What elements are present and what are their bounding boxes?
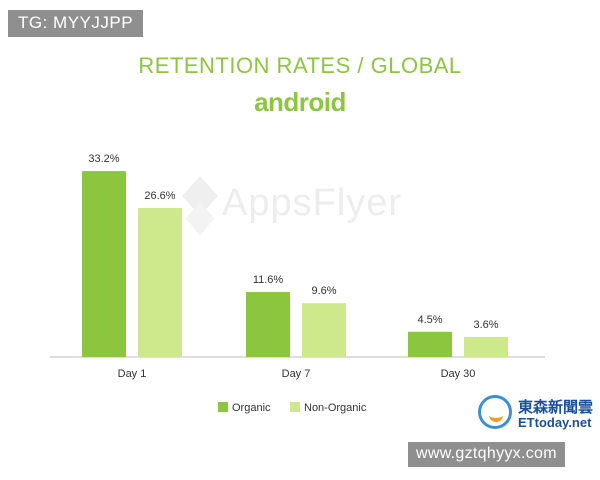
telegram-tag-badge: TG: MYYJJPP (8, 10, 144, 37)
bar-non-organic-day-7 (302, 303, 346, 357)
bar-non-organic-day-30 (464, 336, 508, 357)
ettoday-logo: 東森新聞雲 ETtoday.net (478, 393, 594, 437)
data-label: 9.6% (311, 285, 336, 297)
chart-subtitle: android (254, 87, 346, 117)
data-label: 33.2% (88, 153, 119, 165)
x-tick-label: Day 7 (282, 368, 311, 380)
data-label: 3.6% (473, 319, 498, 331)
bar-non-organic-day-1 (138, 208, 182, 357)
ettoday-logo-icon (478, 395, 512, 429)
legend-label: Non-Organic (304, 402, 367, 414)
legend-label: Organic (232, 402, 271, 414)
bar-organic-day-7 (246, 292, 290, 357)
bar-organic-day-1 (82, 171, 126, 357)
chart-title: RETENTION RATES / GLOBAL (138, 53, 462, 78)
website-url-badge: www.gztqhyyx.com (408, 442, 565, 467)
data-label: 11.6% (253, 274, 284, 286)
legend-swatch-organic (218, 402, 228, 412)
x-tick-label: Day 1 (118, 368, 147, 380)
legend-swatch-non-organic (290, 402, 300, 412)
data-label: 4.5% (417, 314, 442, 326)
ettoday-logo-en: ETtoday.net (518, 415, 592, 430)
x-tick-label: Day 30 (441, 368, 476, 380)
data-label: 26.6% (144, 190, 175, 202)
ettoday-logo-cn: 東森新聞雲 (518, 399, 594, 416)
bar-organic-day-30 (408, 331, 452, 357)
